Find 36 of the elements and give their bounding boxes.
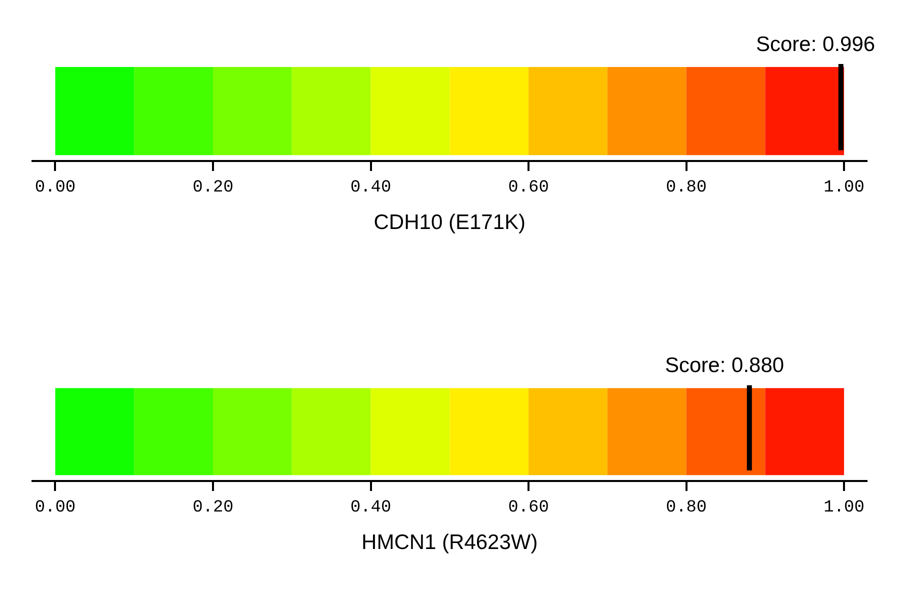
x-tick-label: 0.40 [350,498,392,518]
x-tick-label: 0.80 [666,178,707,198]
x-tick-label: 0.60 [508,178,549,198]
bar [55,388,134,476]
ref-line-label: Score: 0.996 [756,33,876,56]
bar [607,388,686,476]
bar [213,388,292,476]
bar [292,66,371,156]
bar [213,66,292,156]
bar [450,388,529,476]
bar [370,388,450,476]
bar [370,66,450,156]
bar [528,388,608,476]
x-tick-label: 1.00 [824,178,864,198]
bar [686,388,766,476]
bar [765,66,844,156]
bar [450,66,529,156]
bar [765,388,844,476]
x-tick-label: 0.80 [666,498,707,518]
bar [55,66,134,156]
bar [134,388,213,476]
bar [686,66,766,156]
x-tick-label: 0.40 [350,178,392,198]
x-tick-label: 0.20 [192,498,234,518]
ref-line-label: Score: 0.880 [665,354,784,377]
x-axis-title: HMCN1 (R4623W) [362,531,538,554]
bar [607,66,686,156]
x-tick-label: 0.00 [34,178,76,198]
x-axis-title: CDH10 (E171K) [374,211,526,234]
bar [134,66,213,156]
x-tick-label: 0.20 [192,178,234,198]
bar [292,388,371,476]
x-tick-label: 0.00 [34,498,76,518]
x-tick-label: 0.60 [508,498,549,518]
bar [528,66,608,156]
x-tick-label: 1.00 [824,498,864,518]
